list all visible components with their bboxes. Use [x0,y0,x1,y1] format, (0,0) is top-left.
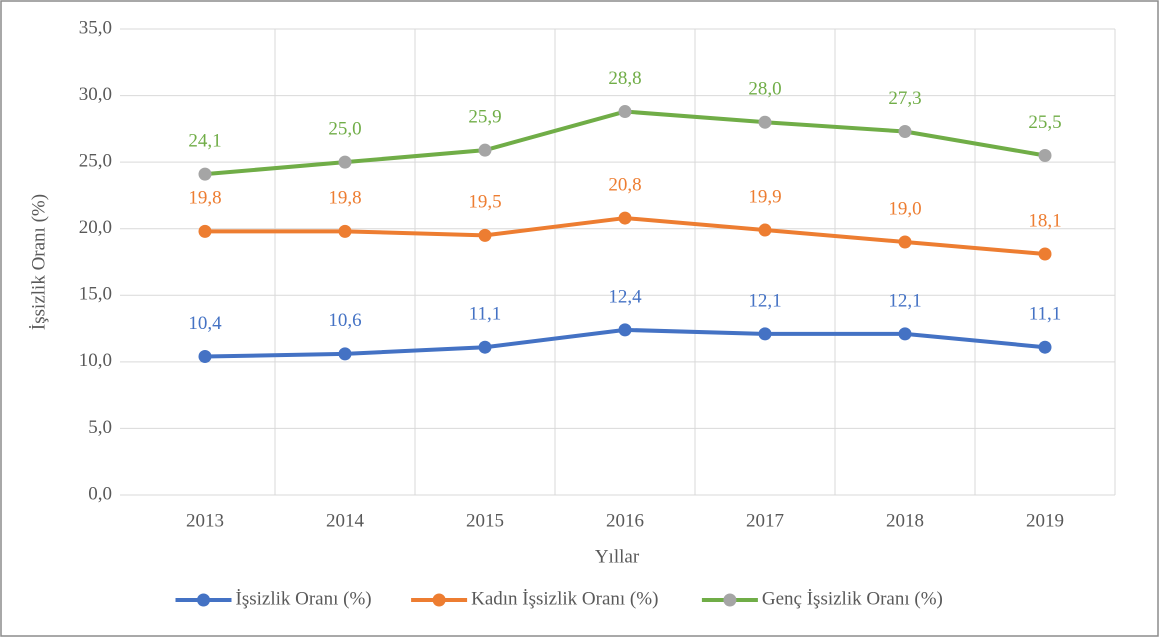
data-label: 19,5 [468,192,501,213]
data-label: 19,0 [888,198,921,219]
data-label: 10,4 [188,313,222,334]
data-point [338,155,352,169]
data-point [338,224,352,238]
y-tick-label: 20,0 [79,217,112,238]
data-label: 25,5 [1028,112,1061,133]
data-label: 12,1 [888,290,921,311]
data-label: 19,9 [748,186,781,207]
x-tick-label: 2015 [466,510,504,531]
x-tick-label: 2016 [606,510,644,531]
data-point [198,167,212,181]
y-tick-label: 35,0 [79,17,112,38]
data-point [618,211,632,225]
legend-swatch-marker [432,593,446,607]
data-label: 11,1 [1029,304,1062,325]
data-point [198,224,212,238]
data-point [478,228,492,242]
data-point [898,327,912,341]
legend-swatch-marker [723,593,737,607]
data-label: 19,8 [188,188,221,209]
x-tick-label: 2019 [1026,510,1064,531]
data-point [198,350,212,364]
data-point [758,327,772,341]
data-label: 12,1 [748,290,781,311]
data-label: 12,4 [608,286,642,307]
data-point [1038,148,1052,162]
data-point [758,115,772,129]
data-point [898,235,912,249]
data-label: 27,3 [888,88,921,109]
y-tick-label: 10,0 [79,350,112,371]
y-tick-label: 25,0 [79,151,112,172]
y-tick-label: 5,0 [88,417,112,438]
data-label: 20,8 [608,174,641,195]
data-point [338,347,352,361]
data-point [478,340,492,354]
y-tick-label: 0,0 [88,483,112,504]
data-point [1038,340,1052,354]
y-tick-label: 30,0 [79,84,112,105]
legend-label: Kadın İşsizlik Oranı (%) [471,588,658,609]
data-point [478,143,492,157]
data-point [1038,247,1052,261]
x-tick-label: 2014 [326,510,365,531]
x-tick-label: 2018 [886,510,924,531]
x-axis-title: Yıllar [595,546,640,567]
data-label: 25,0 [328,119,361,140]
data-label: 18,1 [1028,210,1061,231]
data-label: 10,6 [328,310,361,331]
data-label: 24,1 [188,130,221,151]
x-tick-label: 2013 [186,510,224,531]
data-label: 28,8 [608,68,641,89]
data-point [898,125,912,139]
data-label: 19,8 [328,188,361,209]
data-point [618,105,632,119]
y-axis-title: İşsizlik Oranı (%) [28,194,49,330]
data-point [758,223,772,237]
data-label: 28,0 [748,79,781,100]
x-tick-label: 2017 [746,510,784,531]
data-label: 11,1 [469,304,502,325]
data-point [618,323,632,337]
legend-label: Genç İşsizlik Oranı (%) [762,588,943,609]
y-tick-label: 15,0 [79,284,112,305]
legend-label: İşsizlik Oranı (%) [236,588,372,609]
legend-swatch-marker [197,593,210,607]
data-label: 25,9 [468,107,501,128]
